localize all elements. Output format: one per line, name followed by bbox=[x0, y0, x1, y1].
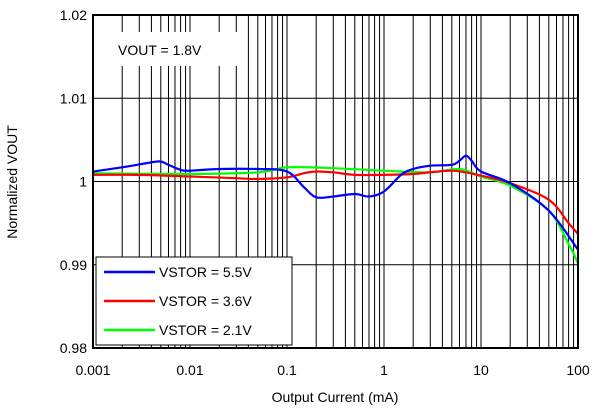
x-tick-label: 0.001 bbox=[75, 362, 110, 378]
annotation-vout: VOUT = 1.8V bbox=[118, 42, 202, 58]
y-tick-label: 0.99 bbox=[60, 257, 87, 273]
x-tick-label: 0.01 bbox=[176, 362, 203, 378]
y-tick-label: 1 bbox=[79, 174, 87, 190]
y-axis-title: Normalized VOUT bbox=[4, 125, 20, 239]
x-tick-label: 10 bbox=[473, 362, 489, 378]
legend-label-vstor-5-5v: VSTOR = 5.5V bbox=[159, 264, 252, 280]
x-axis-title: Output Current (mA) bbox=[272, 389, 399, 405]
legend-label-vstor-3-6v: VSTOR = 3.6V bbox=[159, 293, 252, 309]
y-tick-label: 1.02 bbox=[60, 7, 87, 23]
y-tick-label: 0.98 bbox=[60, 340, 87, 356]
x-tick-label: 0.1 bbox=[277, 362, 297, 378]
y-tick-label: 1.01 bbox=[60, 90, 87, 106]
x-tick-label: 100 bbox=[566, 362, 590, 378]
x-tick-label: 1 bbox=[380, 362, 388, 378]
legend-label-vstor-2-1v: VSTOR = 2.1V bbox=[159, 322, 252, 338]
legend: VSTOR = 5.5V VSTOR = 3.6V VSTOR = 2.1V bbox=[96, 257, 292, 345]
